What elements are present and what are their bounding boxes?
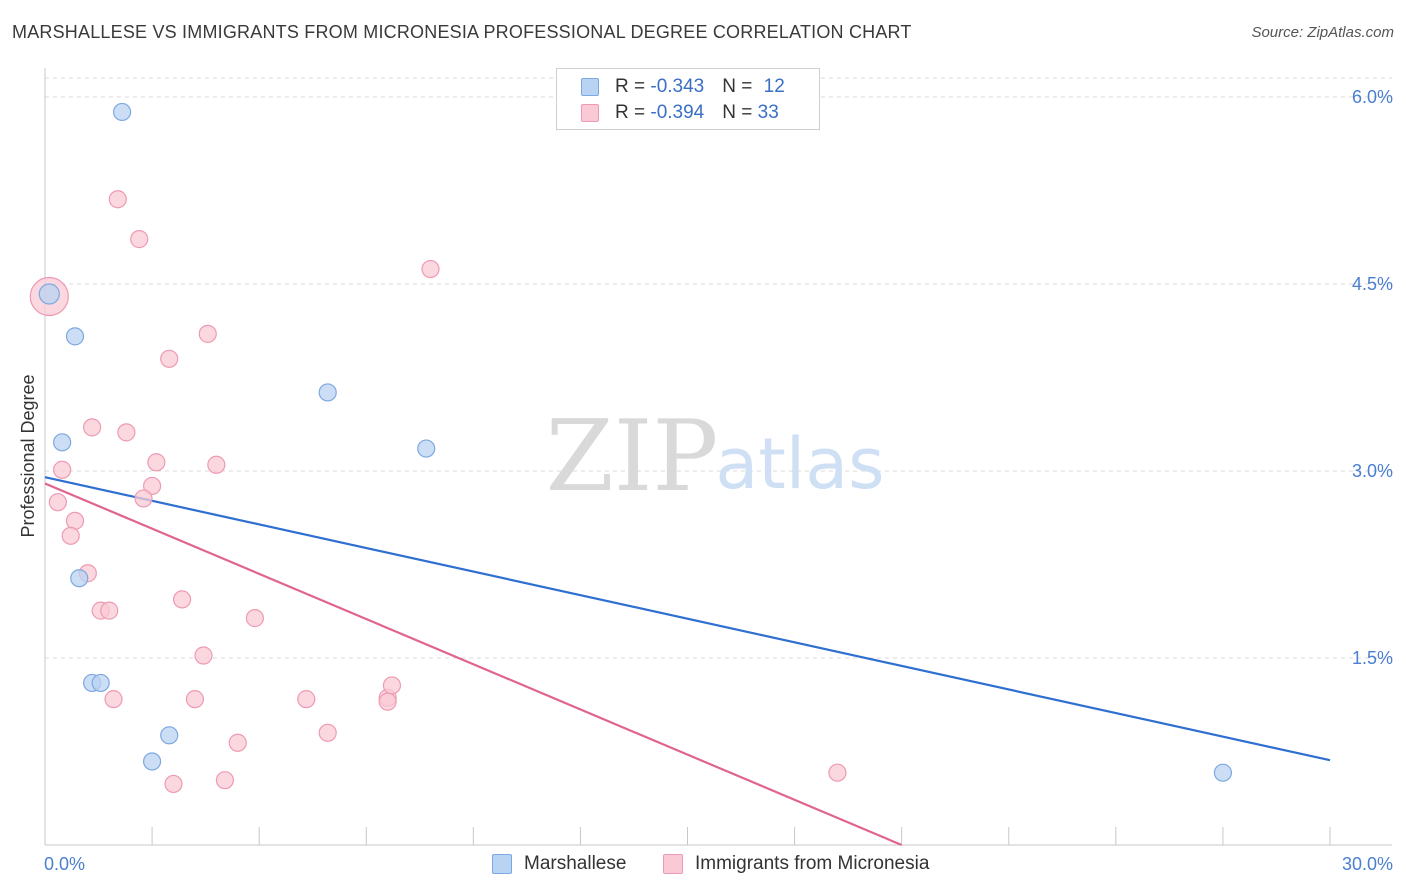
data-point-micronesia	[53, 460, 72, 479]
axes	[44, 68, 1392, 846]
data-point-marshallese	[112, 102, 132, 122]
legend-r-label: R =	[615, 102, 651, 123]
y-tick-label: 6.0%	[1352, 87, 1393, 107]
data-point-micronesia	[228, 733, 247, 752]
data-point-micronesia	[100, 601, 119, 620]
data-point-micronesia	[160, 349, 179, 368]
data-point-micronesia	[378, 692, 397, 711]
data-point-micronesia	[48, 493, 67, 512]
data-point-marshallese	[417, 439, 436, 458]
bottom-legend-label-micronesia: Immigrants from Micronesia	[695, 853, 930, 874]
data-point-micronesia	[318, 723, 337, 742]
data-point-micronesia	[83, 418, 102, 437]
x-tick-label-min: 0.0%	[44, 854, 85, 874]
correlation-legend: R = -0.343 N = 12 R = -0.394 N = 33	[556, 68, 820, 130]
bottom-legend-label-marshallese: Marshallese	[524, 853, 627, 874]
data-point-micronesia	[207, 455, 226, 474]
watermark: ZIP atlas	[546, 400, 885, 514]
legend-n-value: 33	[757, 102, 779, 123]
data-point-micronesia	[108, 190, 127, 209]
data-point-micronesia	[382, 676, 402, 695]
series-marshallese-points	[38, 102, 1233, 782]
legend-row-micronesia: R = -0.394 N = 33	[581, 101, 779, 125]
bottom-legend-micronesia[interactable]: Immigrants from Micronesia	[663, 852, 929, 876]
y-tick-label: 4.5%	[1352, 274, 1393, 294]
data-point-marshallese	[318, 383, 337, 402]
data-point-micronesia	[147, 453, 166, 472]
data-point-micronesia	[194, 646, 213, 665]
data-point-micronesia	[65, 511, 85, 530]
data-point-micronesia	[245, 609, 264, 628]
data-point-micronesia	[185, 690, 205, 709]
data-point-micronesia	[142, 476, 162, 496]
legend-r-value: -0.343	[650, 76, 705, 97]
legend-swatch-blue	[581, 78, 599, 96]
data-point-micronesia	[61, 526, 80, 545]
data-point-micronesia	[297, 690, 316, 709]
legend-n-label: N =	[722, 76, 758, 97]
trend-line-micronesia	[44, 482, 903, 847]
legend-swatch-pink	[581, 104, 599, 122]
trend-line-marshallese	[44, 476, 1331, 762]
data-point-micronesia	[164, 774, 183, 794]
data-point-micronesia	[215, 771, 234, 790]
data-point-micronesia	[172, 590, 192, 609]
data-point-micronesia	[104, 690, 123, 709]
watermark-zip: ZIP	[546, 400, 719, 514]
data-point-marshallese	[53, 433, 72, 452]
chart-title: MARSHALLESE VS IMMIGRANTS FROM MICRONESI…	[12, 22, 912, 42]
data-point-marshallese	[1213, 763, 1233, 782]
data-point-marshallese	[91, 673, 110, 693]
data-point-marshallese	[65, 327, 85, 346]
grid-lines	[45, 77, 1392, 659]
y-tick-label: 3.0%	[1352, 461, 1393, 481]
legend-n-value: 12	[763, 76, 785, 97]
bottom-legend-swatch-pink	[663, 854, 683, 874]
legend-r-value: -0.394	[650, 102, 705, 123]
data-point-micronesia	[130, 230, 149, 249]
source-note: Source: ZipAtlas.com	[1251, 24, 1394, 41]
trend-lines	[44, 476, 1331, 847]
data-point-marshallese	[142, 752, 162, 771]
y-axis-label: Professional Degree	[18, 374, 38, 537]
data-point-micronesia	[198, 324, 217, 343]
data-point-micronesia	[134, 489, 153, 508]
x-tick-label-max: 30.0%	[1342, 854, 1393, 874]
data-point-marshallese	[38, 283, 60, 305]
bottom-legend-swatch-blue	[492, 854, 512, 874]
data-point-micronesia	[421, 259, 440, 279]
bottom-legend-marshallese[interactable]: Marshallese	[492, 852, 626, 876]
legend-r-label: R =	[615, 76, 651, 97]
data-point-micronesia	[828, 763, 847, 782]
tick-labels: 1.5% 3.0% 4.5% 6.0% 0.0% 30.0%	[44, 87, 1393, 874]
watermark-atlas: atlas	[715, 423, 884, 505]
data-point-marshallese	[160, 726, 179, 745]
data-point-marshallese	[70, 569, 89, 588]
legend-row-marshallese: R = -0.343 N = 12	[581, 75, 785, 99]
y-tick-label: 1.5%	[1352, 648, 1393, 668]
legend-n-label: N =	[722, 102, 758, 123]
data-point-micronesia	[117, 423, 136, 442]
